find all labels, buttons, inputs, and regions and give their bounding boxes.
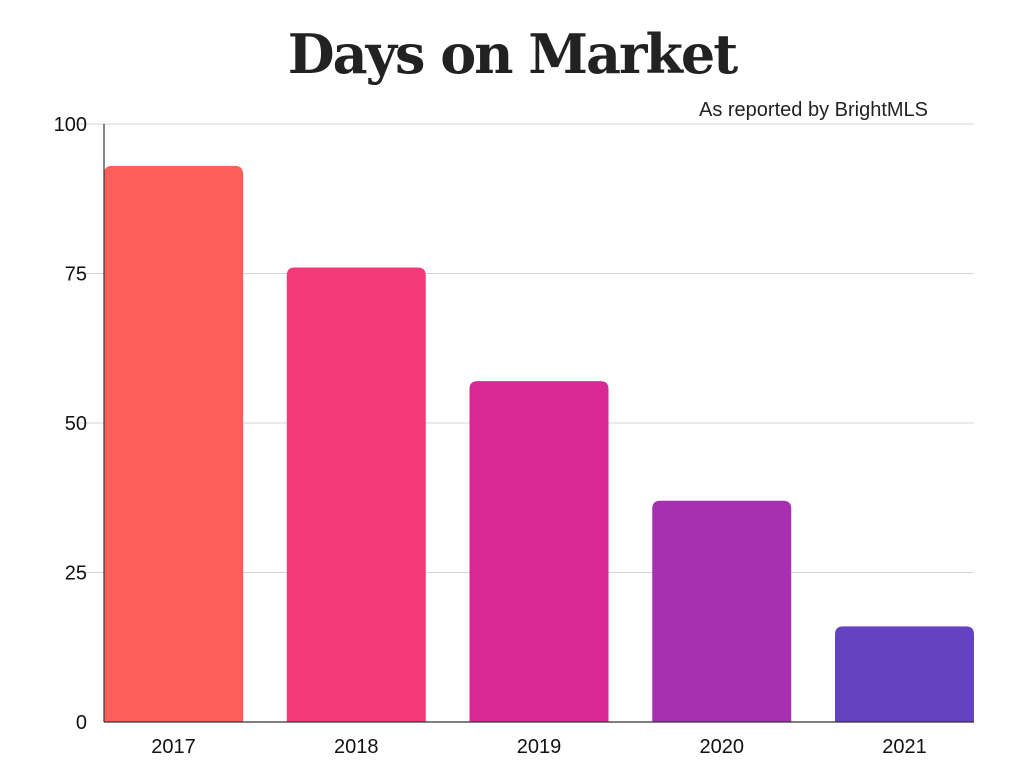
y-tick-label: 0 (76, 712, 87, 734)
bar-2020 (652, 500, 792, 722)
x-tick-label: 2020 (700, 736, 745, 758)
axes (103, 124, 974, 723)
bar-2017 (104, 165, 243, 723)
x-tick-label: 2019 (517, 736, 562, 758)
chart-title: Days on Market (287, 22, 738, 86)
y-tick-label: 75 (65, 264, 87, 286)
y-tick-label: 25 (65, 563, 87, 585)
tick-labels: 0 25 50 75 100 2017 2018 2019 2020 2021 (54, 114, 927, 758)
x-tick-label: 2017 (151, 736, 196, 758)
x-tick-label: 2018 (334, 736, 379, 758)
bar-2021 (835, 626, 974, 722)
chart-subtitle: As reported by BrightMLS (699, 99, 928, 121)
bars (104, 165, 974, 723)
bar-2019 (469, 381, 609, 722)
x-tick-label: 2021 (882, 736, 927, 758)
y-tick-label: 100 (54, 114, 87, 136)
bar-2018 (286, 267, 426, 722)
y-tick-label: 50 (65, 413, 87, 435)
